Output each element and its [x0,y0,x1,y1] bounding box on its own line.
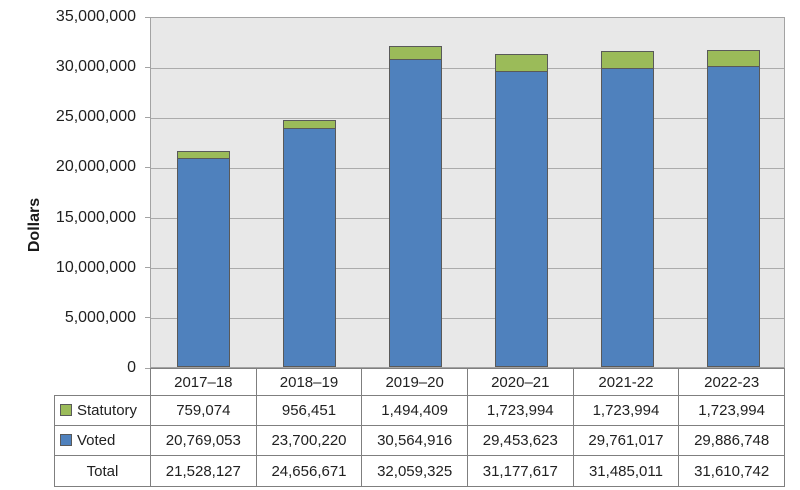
gridline [151,318,784,320]
value-cell: 956,451 [255,395,363,426]
bar-segment-statutory [600,51,654,69]
value-cell: 29,886,748 [678,425,785,456]
legend-swatch-voted [60,434,72,446]
y-tick-label: 25,000,000 [55,108,136,126]
gridline [151,67,784,69]
row-label-cell: Statutory [54,395,151,426]
value-cell: 31,610,742 [678,455,785,487]
bar-stack-2018–19 [283,119,337,367]
value-cell: 31,177,617 [466,455,574,487]
row-label-cell: Total [54,455,151,487]
y-tick-label: 15,000,000 [55,208,136,226]
value-cell: 29,761,017 [572,425,680,456]
year-cell: 2022-23 [678,368,785,396]
y-tick-label: 30,000,000 [55,58,136,76]
year-cell: 2019–20 [361,368,468,396]
bar-segment-statutory [389,45,443,61]
y-tick-label: 20,000,000 [55,158,136,176]
y-tick-label: 35,000,000 [55,8,136,25]
y-tick-mark [145,317,150,319]
row-label-cell: Voted [54,425,151,456]
plot-area [150,17,785,368]
value-cell: 1,723,994 [466,395,574,426]
corner-blank-cell [55,369,151,396]
bar-segment-statutory [706,50,760,68]
gridline [151,117,784,119]
y-tick-mark [145,166,150,168]
bar-segment-statutory [283,119,337,130]
y-tick-mark [145,66,150,68]
y-tick-mark [145,367,150,369]
gridline [151,268,784,270]
year-header-row: 2017–18 2018–19 2019–20 2020–21 2021-22 2022-… [55,368,785,396]
value-cell: 32,059,325 [361,455,468,487]
bar-segment-statutory [494,54,548,72]
y-tick-mark [145,116,150,118]
bar-segment-voted [389,60,443,367]
value-cell: 20,769,053 [150,425,257,456]
table-row-total: Total 21,528,127 24,656,671 32,059,325 31,17… [54,455,785,487]
bar-segment-voted [283,129,337,367]
value-cell: 29,453,623 [466,425,574,456]
year-cell: 2021-22 [572,368,680,396]
y-tick-mark [145,16,150,18]
y-tick-label: 10,000,000 [55,258,136,276]
legend-swatch-statutory [60,404,72,416]
bar-stack-2021-22 [600,51,654,367]
value-cell: 31,485,011 [572,455,680,487]
bar-segment-voted [177,158,231,367]
y-tick-label: 0 [127,359,136,376]
table-row-statutory: Statutory 759,074 956,451 1,494,409 1,723,99… [54,395,785,426]
bar-segment-voted [494,71,548,367]
value-cell: 759,074 [150,395,257,426]
bar-stack-2022-23 [706,50,760,367]
value-cell: 1,723,994 [678,395,785,426]
value-cell: 24,656,671 [255,455,363,487]
year-cell: 2017–18 [150,368,257,396]
year-cell: 2018–19 [255,368,363,396]
y-tick-mark [145,267,150,269]
bar-stack-2017–18 [177,151,231,367]
bar-stack-2019–20 [389,45,443,367]
gridline [151,167,784,169]
gridline [151,218,784,220]
bar-segment-voted [706,67,760,367]
year-cell: 2020–21 [466,368,574,396]
bar-segment-statutory [177,151,231,159]
data-table: 2017–18 2018–19 2019–20 2020–21 2021-22 2022-… [54,368,785,487]
table-row-voted: Voted 20,769,053 23,700,220 30,564,916 29,45… [54,425,785,456]
value-cell: 30,564,916 [361,425,468,456]
bar-segment-voted [600,68,654,367]
value-cell: 1,494,409 [361,395,468,426]
value-cell: 23,700,220 [255,425,363,456]
value-cell: 1,723,994 [572,395,680,426]
bar-stack-2020–21 [494,54,548,367]
y-tick-label: 5,000,000 [64,308,136,326]
y-tick-mark [145,217,150,219]
value-cell: 21,528,127 [150,455,257,487]
